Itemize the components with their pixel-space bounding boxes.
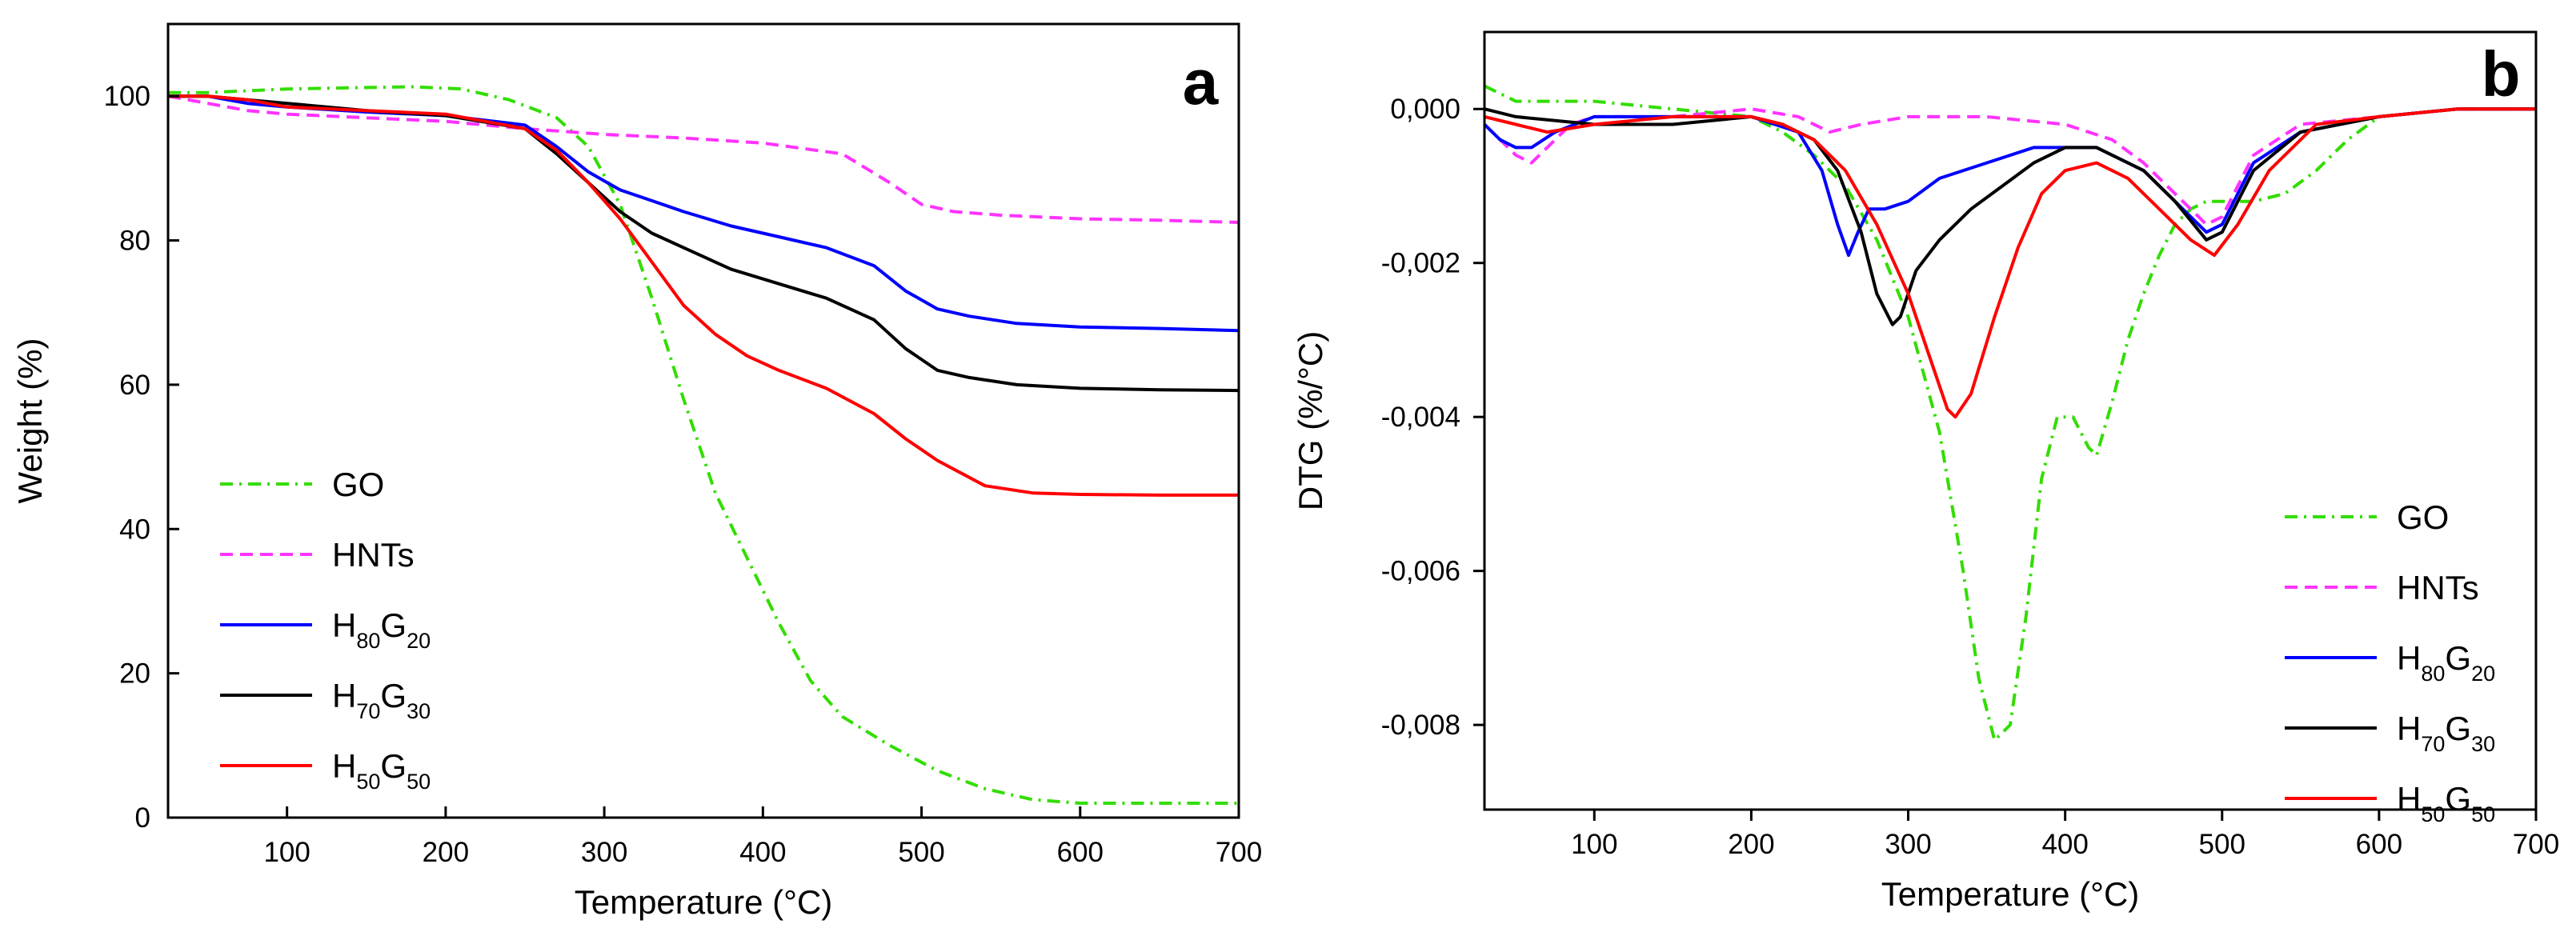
y-axis-title: DTG (%/°C): [1292, 331, 1329, 510]
x-tick-label: 100: [263, 837, 310, 868]
y-tick-label: 100: [104, 81, 150, 112]
x-tick-label: 200: [423, 837, 469, 868]
x-tick-label: 700: [1216, 837, 1262, 868]
legend-label-go: GO: [2397, 498, 2449, 536]
y-axis-title: Weight (%): [11, 338, 49, 504]
legend-label-h70g30: H70G30: [2397, 710, 2495, 756]
legend-label-h80g20: H80G20: [332, 606, 431, 653]
y-tick-label: 0,000: [1390, 94, 1460, 125]
y-tick-label: 40: [119, 514, 150, 545]
legend-label-hnts: HNTs: [332, 536, 415, 574]
series-line-h80g20: [168, 94, 1240, 333]
x-axis-title: Temperature (°C): [1881, 875, 2140, 913]
series-line-h50g50: [168, 94, 1239, 497]
x-tick-label: 600: [1057, 837, 1104, 868]
legend-label-h50g50: H50G50: [2397, 780, 2495, 826]
x-tick-label: 300: [581, 837, 627, 868]
x-tick-label: 600: [2356, 829, 2402, 860]
panel-letter: a: [1183, 46, 1219, 118]
legend-label-h80g20: H80G20: [2397, 639, 2495, 686]
y-tick-label: 20: [119, 658, 150, 690]
y-tick-label: -0,006: [1381, 556, 1460, 587]
panel-letter: b: [2482, 38, 2521, 110]
y-tick-label: 80: [119, 226, 150, 257]
legend-label-h70g30: H70G30: [332, 677, 431, 723]
legend-label-h50g50: H50G50: [332, 747, 431, 794]
panel-a-chart: 100 200 300 400 500 600 700 0 20 40 60 80 100 Tempera…: [11, 22, 1262, 921]
x-tick-label: 400: [739, 837, 786, 868]
legend-label-hnts: HNTs: [2397, 569, 2479, 606]
panel-b-chart: 100 200 300 400 500 600 700 0,000 -0,002 -0,004 -0…: [1292, 30, 2559, 913]
x-tick-label: 400: [2041, 829, 2088, 860]
plot-frame: [166, 22, 1240, 819]
x-tick-label: 500: [898, 837, 944, 868]
y-tick-label: -0,008: [1381, 710, 1460, 741]
x-tick-label: 500: [2199, 829, 2245, 860]
x-tick-label: 300: [1885, 829, 1931, 860]
x-axis-title: Temperature (°C): [575, 883, 833, 921]
y-tick-label: 0: [135, 802, 150, 834]
series-line-hnts: [1483, 107, 2536, 226]
series-line-h70g30: [1484, 107, 2536, 326]
x-tick-label: 200: [1728, 829, 1774, 860]
series-line-go: [1484, 84, 2536, 742]
series-line-h70g30: [168, 94, 1240, 393]
x-tick-label: 100: [1571, 829, 1617, 860]
y-tick-label: -0,004: [1381, 402, 1460, 433]
series-line-go: [168, 85, 1239, 805]
series-line-hnts: [167, 94, 1240, 224]
y-tick-label: 60: [119, 370, 150, 401]
series-line-h50g50: [1484, 107, 2536, 419]
x-tick-label: 700: [2513, 829, 2559, 860]
legend-label-go: GO: [332, 466, 384, 503]
plot-frame: [1483, 30, 2538, 811]
y-tick-label: -0,002: [1381, 248, 1460, 279]
series-line-h80g20: [1483, 107, 2536, 258]
